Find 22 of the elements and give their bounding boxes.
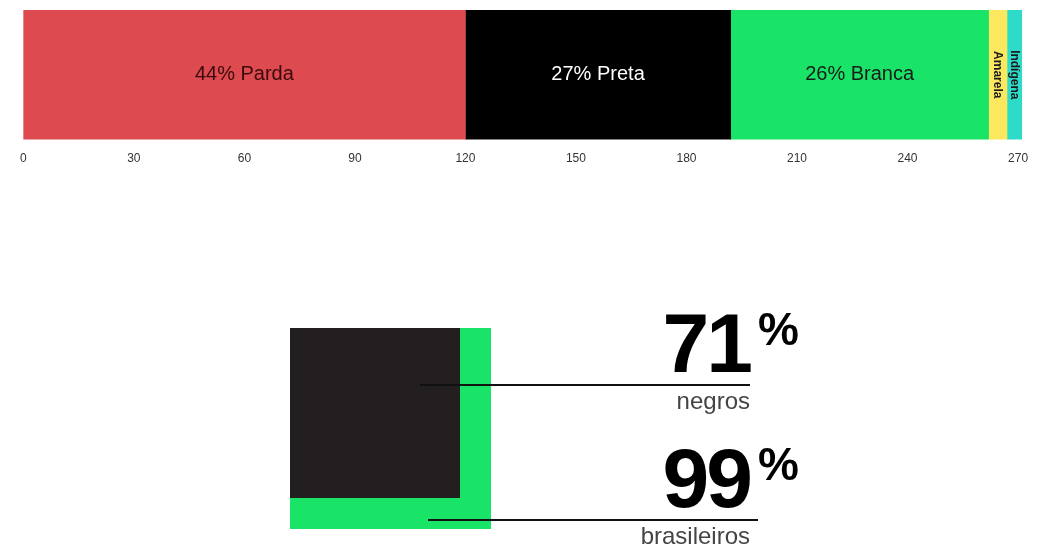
- x-tick-label: 240: [897, 151, 918, 166]
- bar: [23, 10, 466, 140]
- x-tick-label: 150: [565, 151, 587, 166]
- x-tick-label: 180: [676, 151, 697, 166]
- annotation: 26% Branca: [805, 62, 915, 85]
- x-tick-label: 120: [455, 151, 476, 166]
- x-tick-label: 90: [348, 151, 362, 166]
- annotation: 44% Parda: [194, 62, 295, 85]
- x-tick-label: 60: [237, 151, 252, 166]
- annotation: Indígena: [1008, 50, 1023, 100]
- bar: [730, 10, 989, 140]
- annotation: 27% Preta: [551, 62, 646, 85]
- data-label: 71%: [662, 295, 799, 390]
- x-tick-label: 0: [19, 151, 27, 166]
- category-label: brasileiros: [640, 522, 750, 550]
- bar: [465, 10, 732, 140]
- data-label: 99%: [662, 430, 799, 525]
- category-label: negros: [676, 387, 750, 415]
- x-tick-label: 30: [127, 151, 141, 166]
- annotation: Amarela: [991, 51, 1006, 99]
- x-tick-label: 210: [786, 151, 808, 166]
- x-tick-label: 270: [1008, 151, 1029, 166]
